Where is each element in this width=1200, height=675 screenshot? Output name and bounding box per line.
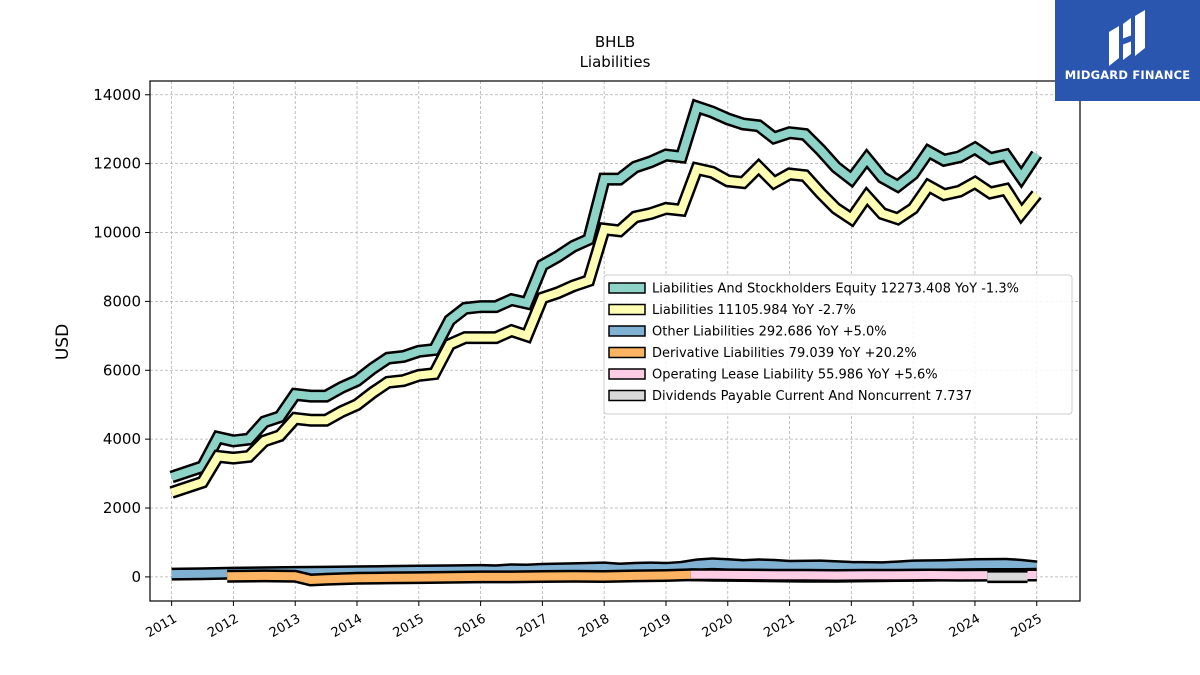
x-tick-label: 2023 [885,611,921,641]
y-axis-label: USD [53,324,73,360]
y-tick-label: 8000 [103,292,141,310]
x-tick-label: 2025 [1009,611,1045,641]
x-tick-label: 2013 [267,611,303,641]
x-tick-label: 2018 [576,611,612,641]
brand-logo: MIDGARD FINANCE [1055,0,1200,101]
legend-swatch [608,368,646,380]
series-0 [169,98,1043,484]
x-tick-label: 2017 [514,611,550,641]
x-tick-label: 2016 [452,611,488,641]
legend-entry: Liabilities And Stockholders Equity 1227… [652,282,1019,297]
logo-text: MIDGARD FINANCE [1064,68,1191,82]
legend-box [603,274,1073,415]
series-line [170,161,1040,497]
y-tick-label: 4000 [103,430,141,448]
y-tick-label: 6000 [103,361,141,379]
y-tick-label: 10000 [93,224,141,242]
legend-entry: Operating Lease Liability 55.986 YoY +5.… [652,368,938,383]
legend-swatch [608,303,646,316]
series-layer [169,98,1043,587]
series-1 [169,157,1042,499]
series-line [690,570,1037,580]
x-tick-label: 2022 [823,611,859,641]
plot-frame [149,80,1081,602]
series-4 [690,568,1037,583]
chart-title: BHLB [595,33,635,51]
x-tick-label: 2012 [205,611,241,641]
chart-subtitle: Liabilities [580,53,651,71]
legend-entry: Liabilities 11105.984 YoY -2.7% [652,303,856,318]
x-tick-label: 2020 [700,611,736,641]
legend-entry: Derivative Liabilities 79.039 YoY +20.2% [652,346,917,361]
legend-swatch [608,346,646,359]
legend-swatch [608,325,646,337]
y-tick-label: 14000 [93,86,141,104]
series-line [171,559,1038,579]
legend-entry: Other Liabilities 292.686 YoY +5.0% [652,325,887,340]
legend-swatch [608,389,646,402]
y-tick-label: 2000 [103,499,141,517]
x-tick-label: 2015 [391,611,427,641]
x-tick-label: 2021 [761,611,797,641]
legend-entry: Dividends Payable Current And Noncurrent… [652,389,972,404]
legend: Liabilities And Stockholders Equity 1227… [603,274,1073,415]
x-tick-label: 2019 [638,611,674,641]
x-tick-label: 2024 [947,611,983,641]
legend-swatch [608,282,646,294]
series-2 [171,557,1038,581]
x-tick-label: 2014 [329,611,365,641]
logo-mark-icon [1109,10,1145,66]
x-tick-label: 2011 [143,611,179,641]
series-line [170,101,1041,481]
y-tick-label: 0 [131,568,141,586]
y-tick-label: 12000 [93,155,141,173]
